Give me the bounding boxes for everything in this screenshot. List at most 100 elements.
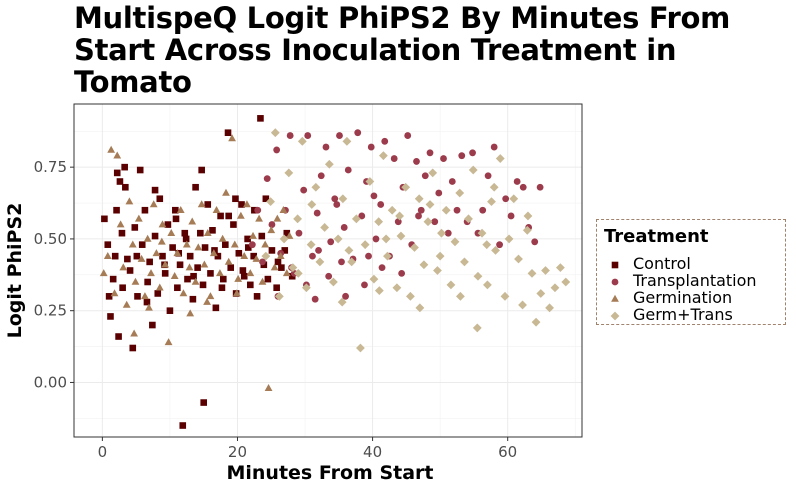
data-point — [347, 257, 357, 267]
data-point — [484, 172, 492, 180]
data-point — [103, 251, 112, 259]
data-point — [182, 240, 191, 248]
data-point — [232, 195, 239, 203]
data-point — [134, 293, 141, 300]
data-point — [381, 137, 389, 145]
data-point — [164, 338, 173, 346]
data-point — [128, 240, 137, 248]
legend-item-germ-trans: Germ+Trans — [609, 305, 785, 324]
data-point — [437, 228, 446, 238]
data-point — [374, 286, 384, 295]
data-point — [423, 217, 433, 227]
data-point — [244, 244, 252, 251]
legend-key — [611, 294, 619, 302]
data-point — [304, 132, 312, 139]
data-point — [276, 251, 285, 259]
data-point — [266, 197, 275, 207]
data-point — [240, 272, 248, 280]
data-point — [513, 178, 521, 185]
data-point — [464, 214, 473, 224]
data-point — [179, 422, 187, 429]
legend-item-transplantation: Transplantation — [609, 271, 785, 290]
data-point — [184, 275, 191, 283]
data-point — [338, 258, 345, 266]
data-point — [509, 194, 519, 204]
data-point — [456, 291, 465, 301]
data-point — [327, 238, 335, 246]
data-point — [169, 244, 176, 251]
data-point — [204, 201, 212, 208]
data-point — [254, 206, 262, 214]
data-point — [262, 195, 270, 203]
x-axis-label: Minutes From Start — [226, 462, 433, 484]
data-point — [209, 227, 216, 234]
data-point — [300, 186, 308, 194]
chart-title: MultispeQ Logit PhiPS2 By Minutes From S… — [74, 1, 731, 99]
data-point — [253, 293, 261, 300]
data-point — [329, 277, 338, 287]
data-point — [264, 383, 273, 391]
data-point — [192, 183, 199, 191]
data-point — [381, 234, 391, 244]
data-point — [338, 194, 348, 204]
data-point — [197, 200, 206, 208]
data-point — [523, 211, 533, 221]
data-point — [109, 275, 117, 283]
legend-marker-square — [611, 261, 619, 269]
data-point — [200, 260, 209, 268]
data-point — [126, 267, 134, 274]
data-point — [188, 217, 197, 225]
data-point — [469, 149, 476, 157]
data-point — [197, 229, 204, 237]
data-point — [131, 277, 140, 285]
data-point — [159, 252, 166, 260]
legend-key — [610, 311, 620, 321]
legend-key — [611, 278, 619, 286]
data-point — [288, 263, 298, 273]
data-point — [455, 188, 465, 198]
data-point — [413, 158, 420, 165]
data-point — [320, 223, 330, 232]
data-point — [167, 228, 176, 236]
data-point — [252, 254, 261, 262]
data-point — [113, 169, 121, 177]
data-point — [428, 168, 438, 178]
legend-title: Treatment — [604, 226, 709, 247]
legend-marker-circle — [611, 278, 619, 286]
data-point — [179, 289, 188, 297]
data-point — [502, 195, 510, 203]
data-point — [293, 214, 303, 224]
data-point — [246, 269, 255, 277]
data-point — [247, 281, 254, 289]
data-point — [154, 290, 162, 297]
data-point — [133, 252, 141, 260]
y-tick-label: 0.50 — [34, 230, 67, 248]
data-point — [342, 292, 349, 300]
data-point — [417, 206, 425, 214]
plot-panel — [74, 104, 582, 437]
data-point — [200, 399, 208, 406]
data-point — [156, 195, 164, 203]
data-point — [214, 252, 222, 260]
data-point — [309, 252, 316, 260]
data-point — [354, 129, 362, 137]
data-point — [118, 229, 126, 237]
data-point — [240, 251, 249, 259]
data-point — [186, 309, 195, 317]
data-point — [263, 175, 271, 183]
data-point — [458, 152, 466, 160]
data-point — [191, 277, 200, 285]
data-point — [248, 241, 256, 249]
data-point — [404, 132, 412, 139]
data-point — [172, 215, 180, 223]
data-point — [378, 151, 388, 161]
data-point — [288, 272, 296, 280]
data-point — [369, 274, 379, 284]
data-point — [336, 132, 343, 139]
data-point — [297, 136, 307, 146]
data-point — [268, 221, 276, 228]
data-point — [370, 192, 378, 200]
data-point — [116, 178, 124, 185]
data-point — [270, 128, 280, 138]
